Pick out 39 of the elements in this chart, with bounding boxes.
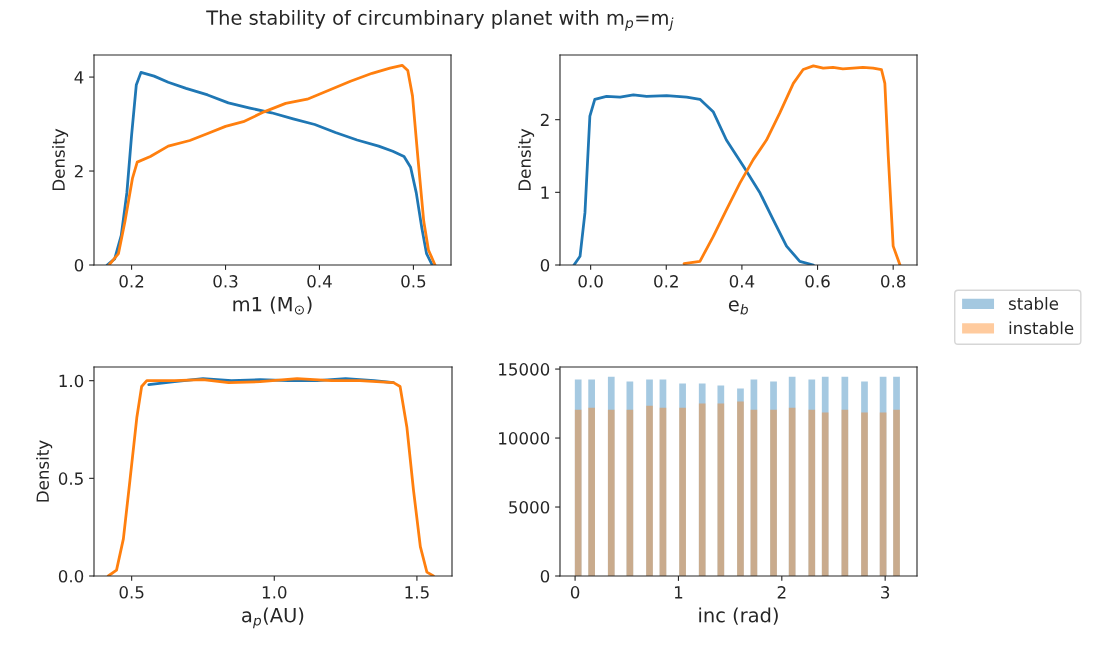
y-tick-label: 1.0 xyxy=(59,374,84,388)
y-tick-label: 10000 xyxy=(499,432,550,445)
chart-title: The stability of circumbinary planet with m$_{p}$=m$_{j}$ xyxy=(206,9,674,31)
x-tick-label: 1 xyxy=(674,586,683,599)
x-tick-label: 0.5 xyxy=(401,275,426,288)
y-tick-label: 1 xyxy=(541,186,549,199)
x-tick-label: 0.4 xyxy=(307,275,332,288)
x-tick-label: 1.0 xyxy=(262,586,287,599)
x-tick-label: 0.6 xyxy=(805,275,830,288)
x-tick-label: 0.0 xyxy=(578,275,603,288)
y-tick-label: 4 xyxy=(74,71,84,84)
x-tick-label: 0.3 xyxy=(213,275,238,288)
x-tick-label: 1.5 xyxy=(405,586,429,599)
x-tick-label: 0.4 xyxy=(729,275,755,288)
y-axis-title: Density xyxy=(51,128,69,191)
x-axis-title: a$_{p}$(AU) xyxy=(242,607,304,629)
y-tick-label: 5000 xyxy=(509,500,550,514)
x-axis-title: m1 (M$_{⊙}$) xyxy=(233,296,312,315)
y-tick-label: 0 xyxy=(540,569,550,583)
x-tick-label: 2 xyxy=(777,586,786,599)
legend-label: stable xyxy=(1008,296,1059,310)
x-tick-label: 0.8 xyxy=(881,275,906,288)
y-tick-label: 0.0 xyxy=(58,569,84,583)
y-tick-label: 0 xyxy=(74,258,84,272)
y-tick-label: 2 xyxy=(540,113,549,126)
y-tick-label: 0 xyxy=(540,258,550,272)
y-tick-label: 0.5 xyxy=(58,472,83,485)
y-axis-title: Density xyxy=(517,128,535,191)
x-tick-label: 0.2 xyxy=(654,275,678,288)
legend-label: instable xyxy=(1009,321,1074,335)
x-tick-label: 0.5 xyxy=(119,586,144,599)
x-tick-label: 0 xyxy=(570,586,580,599)
y-tick-label: 15000 xyxy=(499,363,550,376)
x-tick-label: 3 xyxy=(881,586,890,599)
x-tick-label: 0.2 xyxy=(119,275,144,288)
x-axis-title: e$_{b}$ xyxy=(728,300,748,315)
y-tick-label: 2 xyxy=(74,165,83,178)
x-axis-title: inc (rad) xyxy=(699,607,778,625)
y-axis-title: Density xyxy=(36,440,53,502)
